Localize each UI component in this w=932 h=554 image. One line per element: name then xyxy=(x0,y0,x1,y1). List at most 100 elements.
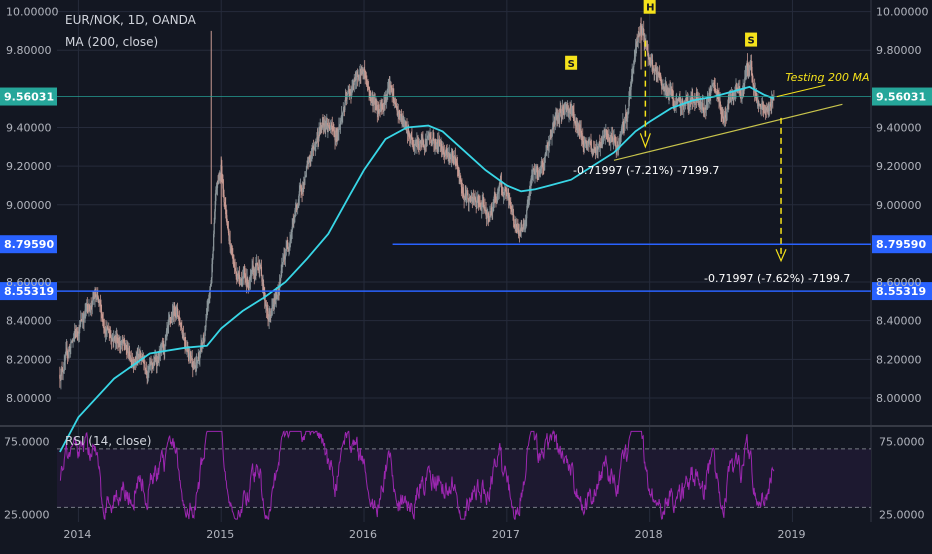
candle-body xyxy=(297,203,299,206)
ma-legend: MA (200, close) xyxy=(65,35,158,49)
candle-body xyxy=(164,344,166,352)
candle-body xyxy=(186,349,188,351)
candle-body xyxy=(212,250,214,259)
candle-body xyxy=(590,148,593,152)
candle-body xyxy=(621,126,623,132)
candle-body xyxy=(741,89,743,96)
candle-body xyxy=(309,158,311,160)
candle-body xyxy=(757,101,760,107)
candle-body xyxy=(330,125,332,130)
candle-body xyxy=(103,327,105,331)
candle-body xyxy=(497,192,499,199)
candle-body xyxy=(430,135,432,140)
candle-body xyxy=(657,72,659,75)
candle-body xyxy=(577,126,579,129)
candle-body xyxy=(364,69,366,73)
candle-body xyxy=(582,141,584,144)
candle-body xyxy=(408,132,410,135)
candle-body xyxy=(401,120,403,122)
candle-body xyxy=(400,114,403,122)
candle-body xyxy=(367,86,370,89)
candle-body xyxy=(182,335,185,339)
y-tick-right: 9.80000 xyxy=(876,44,922,57)
candle-body xyxy=(224,205,226,207)
candle-body xyxy=(749,67,751,71)
candle-body xyxy=(159,352,161,355)
candle-body xyxy=(337,132,339,133)
candle-body xyxy=(139,353,142,357)
candle-body xyxy=(87,305,89,311)
candle-body xyxy=(236,276,238,279)
candle-body xyxy=(445,148,448,153)
y-tick-right: 8.20000 xyxy=(876,353,922,366)
candle-body xyxy=(300,188,303,192)
candle-body xyxy=(165,331,168,337)
candle-body xyxy=(531,174,533,178)
candle-body xyxy=(537,172,539,176)
candle-body xyxy=(542,166,544,168)
candle-body xyxy=(91,300,93,307)
candle-body xyxy=(166,330,168,332)
candle-body xyxy=(134,359,136,361)
candle-body xyxy=(217,175,220,183)
candle-body xyxy=(264,300,266,307)
candle-body xyxy=(386,97,388,100)
candle-body xyxy=(612,139,615,142)
candle-body xyxy=(745,72,747,74)
candle-body xyxy=(647,51,649,57)
candle-body xyxy=(539,169,542,175)
candle-body xyxy=(620,136,622,138)
candle-body xyxy=(365,76,367,81)
candle-body xyxy=(189,352,192,357)
candle-body xyxy=(142,356,144,358)
candle-body xyxy=(507,193,510,201)
candle-body xyxy=(252,265,254,272)
candle-body xyxy=(228,233,230,241)
candle-body xyxy=(100,312,103,315)
candle-body xyxy=(679,98,681,103)
candle-body xyxy=(484,210,487,211)
candles-layer xyxy=(59,17,775,390)
candle-body xyxy=(727,104,729,109)
candle-body xyxy=(672,91,674,99)
candle-body xyxy=(459,175,461,181)
candle-body xyxy=(460,184,462,187)
candle-body xyxy=(490,207,493,210)
candle-body xyxy=(661,84,663,90)
candle-body xyxy=(437,139,439,146)
candle-body xyxy=(565,107,567,109)
chart-title: EUR/NOK, 1D, OANDA xyxy=(65,13,197,27)
candle-body xyxy=(312,146,314,149)
candle-body xyxy=(510,207,512,209)
rsi-tick-right: 25.0000 xyxy=(879,509,925,522)
candle-body xyxy=(288,247,290,249)
candle-body xyxy=(204,331,206,342)
candle-body xyxy=(345,97,347,99)
candle-body xyxy=(125,345,127,349)
candle-body xyxy=(716,91,718,94)
candle-body xyxy=(543,162,545,169)
candle-body xyxy=(664,86,666,91)
candle-body xyxy=(735,87,738,89)
candle-body xyxy=(637,35,639,43)
candle-body xyxy=(701,105,703,106)
candle-body xyxy=(123,340,125,345)
candle-body xyxy=(294,210,296,216)
candle-body xyxy=(714,85,716,92)
candle-body xyxy=(250,272,252,276)
candle-body xyxy=(64,360,66,364)
candle-body xyxy=(187,347,189,352)
candle-body xyxy=(501,186,503,193)
measure-label-1: -0.71997 (-7.21%) -7199.7 xyxy=(573,164,719,177)
candle-body xyxy=(631,72,633,76)
candle-body xyxy=(490,207,492,215)
candle-body xyxy=(263,291,265,296)
candle-body xyxy=(540,164,543,169)
candle-body xyxy=(151,362,153,364)
y-tick-left: 8.20000 xyxy=(6,353,52,366)
candle-body xyxy=(409,134,411,140)
candle-body xyxy=(631,75,633,84)
candle-body xyxy=(362,69,364,74)
candle-body xyxy=(595,151,597,153)
